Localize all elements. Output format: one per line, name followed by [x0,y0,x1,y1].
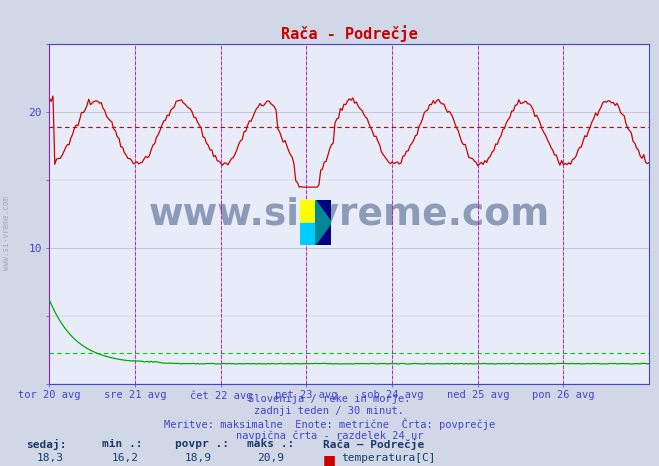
Text: navpična črta - razdelek 24 ur: navpična črta - razdelek 24 ur [236,430,423,441]
Text: temperatura[C]: temperatura[C] [341,453,436,463]
Text: Slovenija / reke in morje.: Slovenija / reke in morje. [248,394,411,404]
Text: zadnji teden / 30 minut.: zadnji teden / 30 minut. [254,406,405,416]
Text: 20,9: 20,9 [257,453,284,463]
Text: 18,9: 18,9 [185,453,212,463]
Text: 16,2: 16,2 [112,453,139,463]
Bar [300,200,316,222]
Text: Meritve: maksimalne  Enote: metrične  Črta: povprečje: Meritve: maksimalne Enote: metrične Črta… [164,418,495,430]
Text: maks .:: maks .: [247,439,295,449]
Text: www.si-vreme.com: www.si-vreme.com [2,196,11,270]
Text: Rača – Podrečje: Rača – Podrečje [323,439,424,450]
Polygon shape [316,200,331,245]
Text: sedaj:: sedaj: [26,439,67,450]
Title: Rača - Podrečje: Rača - Podrečje [281,25,418,42]
Text: www.si-vreme.com: www.si-vreme.com [149,196,550,233]
Bar [316,200,331,245]
Bar [300,222,316,245]
Text: povpr .:: povpr .: [175,439,229,449]
Text: 18,3: 18,3 [36,453,63,463]
Text: min .:: min .: [102,439,142,449]
Text: ■: ■ [323,453,336,466]
